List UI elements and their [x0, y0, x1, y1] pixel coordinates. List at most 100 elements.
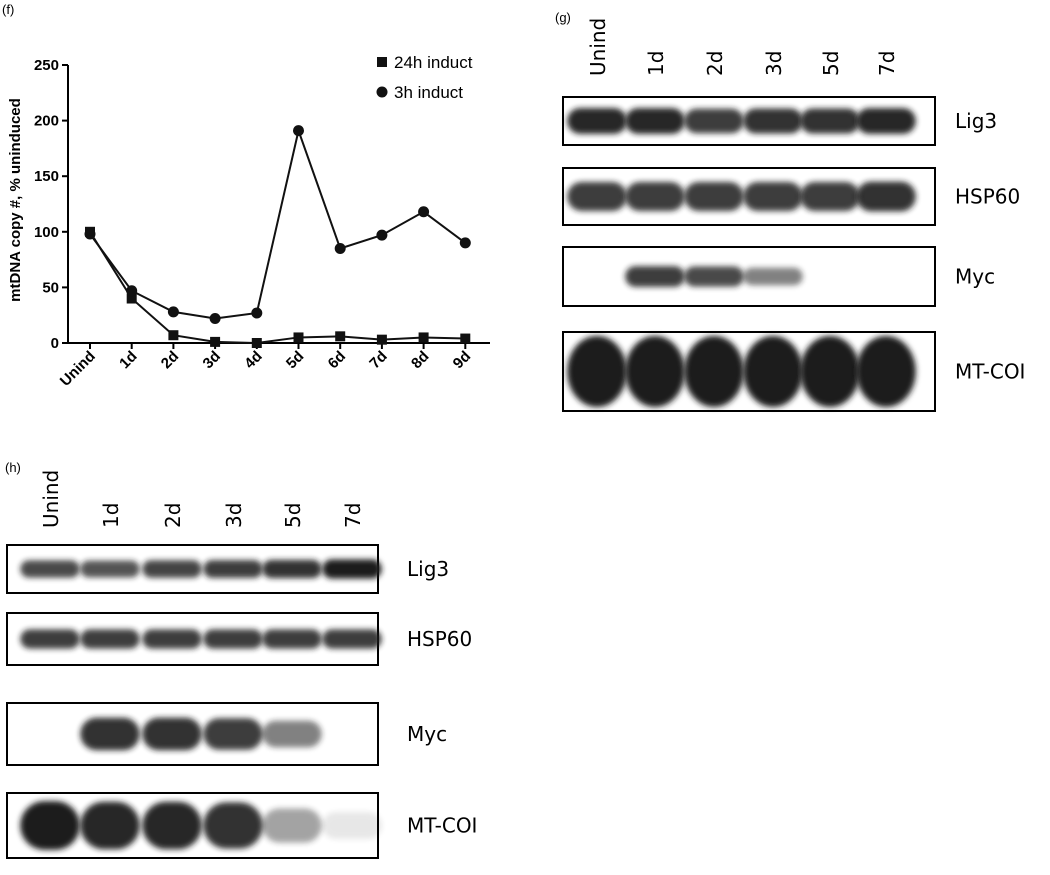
- blot-band: [80, 717, 140, 751]
- blot-band: [142, 560, 202, 578]
- blot-band: [567, 108, 627, 134]
- data-point: [251, 338, 262, 348]
- data-point: [376, 334, 387, 345]
- blot-band: [322, 812, 382, 839]
- lane-label: Unind: [39, 470, 63, 528]
- x-tick-label: 1d: [116, 348, 140, 372]
- blot-band: [142, 629, 202, 649]
- data-point: [126, 293, 137, 304]
- blot-band: [567, 335, 627, 408]
- lane-label: 7d: [875, 51, 899, 76]
- x-tick-label: 9d: [450, 348, 474, 372]
- blot-band: [322, 629, 382, 649]
- data-point: [418, 332, 429, 343]
- blot-band: [800, 108, 860, 134]
- y-tick-label: 200: [34, 113, 59, 130]
- x-tick-label: 2d: [158, 348, 182, 372]
- data-point: [334, 242, 346, 254]
- series-line: [89, 231, 466, 345]
- blot-band: [743, 335, 803, 408]
- data-point: [459, 237, 471, 249]
- data-point: [209, 313, 221, 325]
- x-tick-label: 4d: [241, 348, 265, 372]
- data-point: [376, 229, 388, 241]
- lane-label: 1d: [644, 51, 668, 76]
- lane-label: 5d: [281, 503, 305, 528]
- blot-band: [262, 559, 322, 579]
- y-tick-label: 150: [34, 168, 59, 185]
- x-tick-label: 3d: [200, 348, 224, 372]
- protein-label: Lig3: [955, 109, 997, 133]
- x-tick-label: Unind: [57, 348, 99, 390]
- blot-band: [625, 182, 685, 211]
- blot-band: [800, 335, 860, 408]
- protein-label: MT-COI: [955, 360, 1025, 384]
- blot-band: [743, 182, 803, 211]
- legend-label: 24h induct: [394, 53, 473, 72]
- blot-band: [20, 801, 80, 850]
- blot-band: [80, 801, 140, 850]
- lane-label: 5d: [819, 51, 843, 76]
- data-point: [335, 331, 346, 342]
- data-point: [167, 306, 179, 318]
- blot-band: [800, 182, 860, 211]
- blot-band: [684, 266, 744, 287]
- lane-label: 2d: [703, 51, 727, 76]
- blot-band: [142, 801, 202, 850]
- blot-band: [80, 560, 140, 578]
- blot-band: [203, 802, 263, 849]
- blot-band: [856, 108, 916, 134]
- blot-band: [684, 182, 744, 211]
- data-point: [84, 228, 96, 240]
- blot-band: [80, 629, 140, 649]
- x-tick-label: 6d: [325, 348, 349, 372]
- panel-label: (f): [2, 2, 14, 17]
- lane-label: 2d: [161, 503, 185, 528]
- lane-label: Unind: [586, 18, 610, 76]
- data-point: [168, 330, 179, 341]
- protein-label: Lig3: [407, 557, 449, 581]
- protein-label: MT-COI: [407, 814, 477, 838]
- data-point: [460, 333, 471, 344]
- blot-band: [203, 560, 263, 578]
- y-axis-label: mtDNA copy #, % uninduced: [7, 98, 24, 302]
- blot-band: [684, 335, 744, 408]
- legend-marker: [377, 57, 387, 67]
- y-tick-label: 50: [42, 279, 59, 296]
- x-tick-label: 5d: [283, 348, 307, 372]
- blot-band: [20, 629, 80, 649]
- y-tick-label: 250: [34, 57, 59, 74]
- blot-band: [142, 717, 202, 751]
- y-tick-label: 0: [51, 335, 59, 352]
- legend-label: 3h induct: [394, 83, 463, 102]
- lane-label: 7d: [341, 503, 365, 528]
- lane-label: 1d: [99, 503, 123, 528]
- blot-band: [322, 559, 382, 579]
- legend-marker: [376, 86, 388, 98]
- panel-label: (g): [555, 10, 571, 25]
- data-point: [126, 285, 138, 297]
- blot-band: [743, 108, 803, 134]
- blot-band: [203, 629, 263, 649]
- blot-band: [625, 335, 685, 408]
- blot-band: [567, 182, 627, 211]
- protein-label: HSP60: [955, 185, 1020, 209]
- blot-band: [262, 629, 322, 649]
- data-point: [251, 307, 263, 319]
- panel-label: (h): [5, 460, 21, 475]
- series-line: [89, 127, 466, 320]
- data-point: [293, 332, 304, 343]
- blot-band: [203, 718, 263, 750]
- blot-band: [856, 181, 916, 212]
- blot-band: [20, 560, 80, 578]
- lane-label: 3d: [762, 51, 786, 76]
- x-tick-label: 7d: [366, 348, 390, 372]
- blot-band: [743, 267, 803, 286]
- data-point: [418, 206, 430, 218]
- lane-label: 3d: [222, 503, 246, 528]
- blot-band: [262, 720, 322, 748]
- blot-band: [625, 266, 685, 287]
- blot-band: [856, 335, 916, 408]
- data-point: [293, 125, 304, 137]
